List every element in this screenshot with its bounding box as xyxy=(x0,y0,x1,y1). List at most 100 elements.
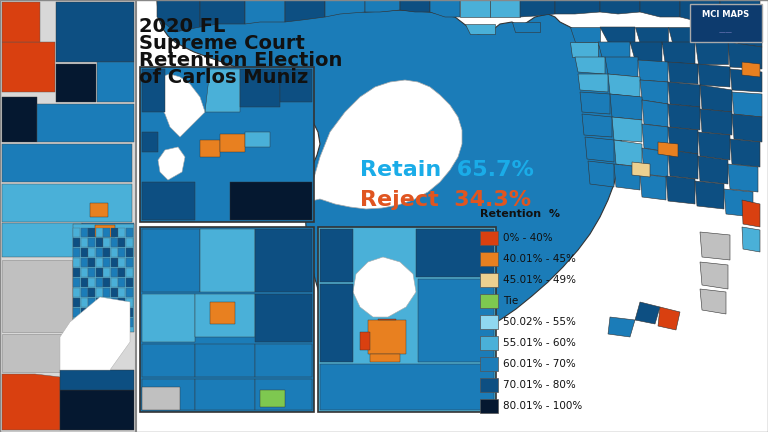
Bar xyxy=(73,288,80,297)
Polygon shape xyxy=(695,181,724,209)
Bar xyxy=(97,62,134,102)
Bar xyxy=(125,248,133,257)
Polygon shape xyxy=(598,42,630,60)
Bar xyxy=(103,248,110,257)
Bar xyxy=(111,248,118,257)
Polygon shape xyxy=(255,229,312,292)
Polygon shape xyxy=(245,132,270,147)
Bar xyxy=(2,223,82,257)
Text: 2020 FL: 2020 FL xyxy=(139,17,225,36)
Bar xyxy=(95,228,102,237)
Bar xyxy=(111,318,118,327)
Bar xyxy=(81,238,88,247)
Polygon shape xyxy=(600,27,635,44)
Polygon shape xyxy=(195,294,255,337)
Bar xyxy=(81,278,88,287)
Text: Retain  65.7%: Retain 65.7% xyxy=(360,160,534,180)
Polygon shape xyxy=(698,132,730,160)
Bar xyxy=(103,288,110,297)
Polygon shape xyxy=(580,92,610,114)
Polygon shape xyxy=(320,229,353,282)
Polygon shape xyxy=(640,174,666,200)
Text: Retention Election: Retention Election xyxy=(139,51,343,70)
Polygon shape xyxy=(668,62,698,84)
Polygon shape xyxy=(700,85,732,112)
Polygon shape xyxy=(608,317,635,337)
Polygon shape xyxy=(365,0,400,12)
Polygon shape xyxy=(555,0,600,14)
Bar xyxy=(73,238,80,247)
Polygon shape xyxy=(588,161,614,187)
Bar xyxy=(81,298,88,307)
Polygon shape xyxy=(460,0,490,17)
Bar xyxy=(118,288,125,297)
Polygon shape xyxy=(157,0,200,32)
Bar xyxy=(60,390,134,430)
Polygon shape xyxy=(724,189,753,217)
Bar xyxy=(111,308,118,317)
Polygon shape xyxy=(205,69,240,112)
Polygon shape xyxy=(260,390,285,407)
Polygon shape xyxy=(666,176,695,204)
Polygon shape xyxy=(416,229,494,277)
Bar xyxy=(95,308,102,317)
Polygon shape xyxy=(668,27,700,42)
Bar xyxy=(118,278,125,287)
Polygon shape xyxy=(60,297,130,370)
Bar xyxy=(125,268,133,277)
Bar xyxy=(82,223,134,257)
Bar xyxy=(88,308,95,317)
Bar xyxy=(125,318,133,327)
Text: 80.01% - 100%: 80.01% - 100% xyxy=(503,401,582,411)
Bar xyxy=(2,260,72,332)
Polygon shape xyxy=(668,104,700,130)
Polygon shape xyxy=(640,0,680,17)
Polygon shape xyxy=(245,0,285,24)
Polygon shape xyxy=(608,74,640,97)
Bar xyxy=(81,248,88,257)
Bar xyxy=(81,268,88,277)
Polygon shape xyxy=(730,69,762,92)
Polygon shape xyxy=(700,27,735,44)
Polygon shape xyxy=(2,374,60,430)
Polygon shape xyxy=(668,150,698,179)
Polygon shape xyxy=(2,42,55,92)
Polygon shape xyxy=(490,0,520,17)
Polygon shape xyxy=(635,27,668,44)
Polygon shape xyxy=(285,0,325,22)
Bar xyxy=(73,228,80,237)
Bar xyxy=(2,184,132,222)
Bar xyxy=(56,2,134,62)
Polygon shape xyxy=(142,379,195,410)
Polygon shape xyxy=(612,117,642,142)
Polygon shape xyxy=(378,319,396,320)
Bar xyxy=(95,288,102,297)
Polygon shape xyxy=(630,42,662,62)
Bar xyxy=(480,315,498,329)
Bar xyxy=(125,288,133,297)
Text: Tie: Tie xyxy=(503,296,518,306)
Polygon shape xyxy=(280,69,312,102)
Polygon shape xyxy=(220,134,245,152)
Polygon shape xyxy=(200,140,220,157)
Bar xyxy=(103,298,110,307)
Polygon shape xyxy=(307,80,462,209)
Polygon shape xyxy=(638,60,668,82)
Polygon shape xyxy=(570,42,598,57)
Polygon shape xyxy=(742,62,760,77)
Bar xyxy=(73,318,80,327)
Bar xyxy=(81,318,88,327)
Polygon shape xyxy=(585,137,614,162)
Bar xyxy=(81,228,88,237)
Bar xyxy=(118,298,125,307)
Bar xyxy=(118,228,125,237)
Bar xyxy=(88,258,95,267)
Polygon shape xyxy=(325,0,365,17)
Bar xyxy=(318,227,496,412)
Polygon shape xyxy=(200,0,245,27)
Polygon shape xyxy=(640,80,668,104)
Polygon shape xyxy=(658,307,680,330)
Bar xyxy=(88,318,95,327)
Polygon shape xyxy=(142,294,195,342)
Polygon shape xyxy=(255,379,312,410)
